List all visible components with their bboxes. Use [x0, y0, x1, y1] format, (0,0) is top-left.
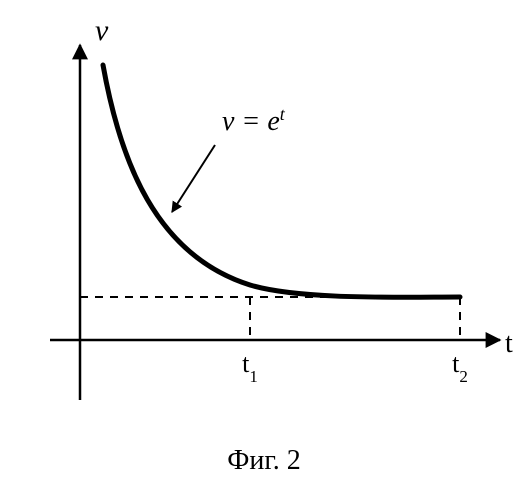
x-axis-label: t [505, 328, 513, 359]
tick-label-t2: t2 [452, 349, 468, 386]
chart-svg: ν t ν = et t1 t2 [0, 0, 528, 500]
curve-nu-exp-t [103, 65, 460, 297]
curve-label-leader [172, 145, 215, 212]
curve-label: ν = et [222, 104, 286, 137]
figure-caption: Фиг. 2 [0, 445, 528, 477]
y-axis-label: ν [95, 14, 109, 47]
figure-container: ν t ν = et t1 t2 Фиг. 2 [0, 0, 528, 500]
tick-label-t1: t1 [242, 349, 258, 386]
